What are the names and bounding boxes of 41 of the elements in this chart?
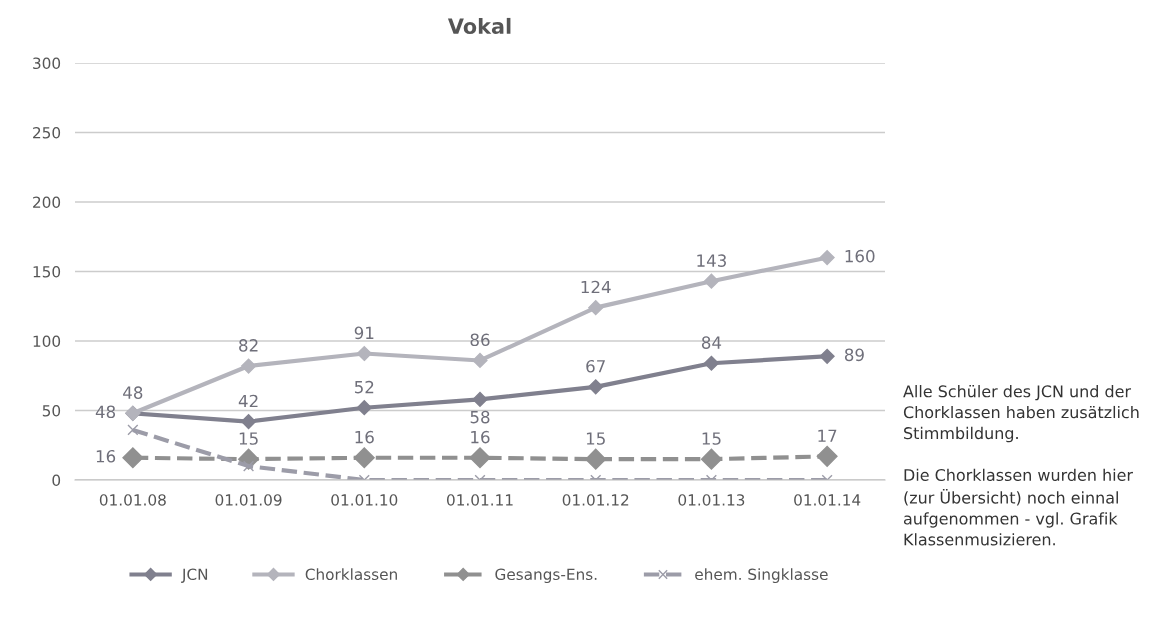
y-tick-label: 0 [52, 474, 61, 487]
legend-label: Chorklassen [305, 568, 397, 581]
data-label: 91 [354, 326, 374, 340]
x-tick-label: 01.01.08 [99, 494, 166, 506]
y-tick-label: 50 [42, 404, 61, 417]
y-tick-label: 100 [33, 335, 61, 348]
x-tick-label: 01.01.10 [331, 494, 398, 506]
data-label: 124 [581, 280, 611, 294]
data-label: 16 [355, 430, 374, 444]
chart-title: Vokal [447, 17, 511, 35]
data-label: 15 [239, 432, 258, 445]
data-label: 42 [238, 394, 258, 408]
x-tick-label: 01.01.14 [794, 494, 861, 506]
text: Alle Schüler des JCN und der Chorklassen haben zusätzlich Stimmbildung. Die Chorklassen wurden hier (zur Übersicht) noch einnal aufgenommen - vgl. Grafik Klassenmusizieren. [903, 385, 1139, 546]
x-tick-label: 01.01.09 [215, 494, 282, 506]
data-label: 58 [470, 410, 490, 424]
data-label: 143 [697, 254, 726, 267]
data-label: 16 [96, 449, 116, 463]
data-label: 67 [586, 359, 605, 373]
data-label: 15 [586, 432, 605, 445]
data-label: 86 [470, 333, 490, 347]
x-tick-label: 01.01.12 [562, 494, 629, 506]
data-label: 48 [95, 405, 116, 419]
legend-label: Gesangs-Ens. [495, 568, 597, 584]
data-label: 160 [845, 249, 875, 263]
data-label: 16 [471, 430, 490, 444]
legend-label: JCN [181, 568, 208, 583]
data-label: 89 [844, 348, 864, 362]
y-tick-label: 300 [33, 57, 61, 70]
x-tick-label: 01.01.11 [446, 494, 513, 506]
y-tick-label: 250 [33, 126, 61, 139]
x-tick-label: 01.01.13 [678, 494, 745, 506]
data-label: 52 [354, 380, 374, 394]
y-tick-label: 200 [33, 196, 61, 209]
data-label: 48 [123, 386, 143, 399]
data-label: 84 [701, 336, 722, 349]
data-label: 17 [818, 429, 837, 442]
data-label: 15 [702, 432, 721, 445]
legend-label: ehem. Singklasse [695, 568, 828, 584]
y-tick-label: 150 [33, 265, 61, 278]
data-label: 82 [239, 339, 258, 352]
